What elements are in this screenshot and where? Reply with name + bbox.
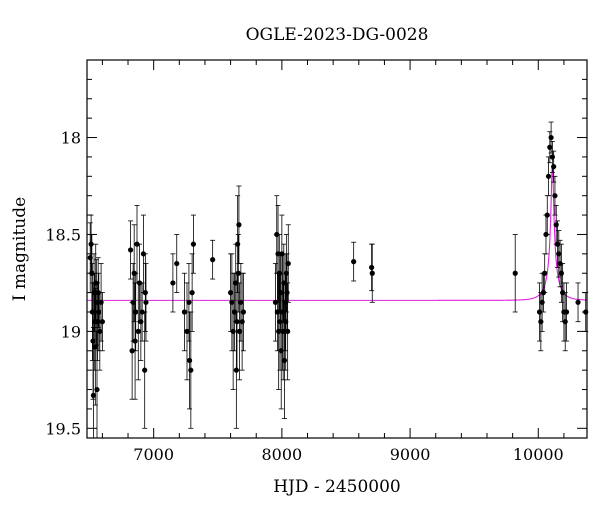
data-point [235, 270, 241, 276]
data-point [127, 247, 134, 253]
data-point [285, 328, 291, 334]
data-point [94, 386, 100, 393]
data-point [547, 144, 553, 150]
data-point [88, 241, 94, 247]
data-point [285, 260, 291, 267]
data-point [94, 319, 101, 325]
data-point [539, 299, 545, 305]
data-point [239, 319, 245, 325]
data-point [170, 280, 176, 286]
data-point [186, 357, 193, 364]
data-point [134, 241, 140, 247]
data-point [281, 357, 288, 364]
y-tick-label: 19 [61, 322, 81, 341]
data-point [133, 309, 139, 315]
data-point [132, 338, 138, 344]
data-point [227, 290, 234, 296]
data-point [234, 319, 240, 325]
data-point [189, 290, 195, 296]
y-axis-label: I magnitude [10, 197, 30, 301]
x-axis-label: HJD - 2450000 [273, 477, 401, 497]
data-point [240, 309, 247, 315]
data-point [552, 193, 558, 199]
data-point [129, 348, 135, 354]
model-curve-group [87, 164, 588, 301]
data-point [90, 392, 97, 398]
data-point [97, 328, 103, 334]
data-point [190, 241, 197, 247]
x-tick-label: 8000 [262, 445, 303, 464]
data-point [563, 309, 570, 315]
data-points-group [87, 121, 589, 439]
data-point [135, 328, 141, 334]
data-point [142, 367, 148, 373]
data-point [575, 299, 581, 305]
data-point [369, 270, 375, 276]
data-point [210, 257, 216, 263]
data-point [229, 299, 235, 305]
data-point [238, 299, 244, 305]
data-point [549, 154, 555, 160]
data-point [230, 328, 236, 334]
data-point [139, 309, 145, 315]
data-point [236, 328, 243, 334]
data-point [556, 251, 562, 257]
y-tick-label: 18.5 [45, 225, 81, 244]
x-axis: 7000 8000 9000 10000 [101, 60, 565, 464]
data-point [538, 319, 544, 325]
data-point [545, 173, 552, 179]
x-tick-label: 7000 [133, 445, 174, 464]
data-point [96, 309, 102, 315]
chart-title: OGLE-2023-DG-0028 [246, 25, 429, 45]
plot-frame [86, 59, 588, 439]
data-point [99, 319, 105, 325]
data-point [143, 299, 149, 305]
data-point [138, 319, 144, 325]
data-point [174, 260, 180, 267]
data-point [512, 270, 518, 276]
data-point [548, 134, 554, 141]
y-tick-label: 19.5 [45, 419, 81, 438]
y-axis: 18 18.5 19 19.5 [45, 59, 587, 438]
data-point [558, 270, 564, 276]
data-point [235, 241, 241, 247]
x-tick-label: 10000 [513, 445, 564, 464]
data-point [236, 222, 242, 228]
data-point [551, 164, 557, 170]
model-curve [87, 164, 588, 301]
data-point [98, 299, 104, 305]
data-point [283, 270, 289, 276]
data-point [544, 212, 550, 218]
data-point [272, 299, 279, 305]
x-tick-label: 9000 [390, 445, 431, 464]
data-point [188, 367, 194, 373]
data-point [184, 328, 190, 334]
data-point [186, 299, 192, 305]
data-point [284, 290, 290, 296]
data-point [142, 290, 148, 296]
data-point [181, 309, 188, 315]
data-point [369, 264, 375, 271]
y-tick-label: 18 [61, 129, 81, 148]
data-point [542, 270, 548, 276]
data-point [562, 319, 568, 325]
data-point [553, 222, 559, 228]
data-point [351, 259, 357, 265]
